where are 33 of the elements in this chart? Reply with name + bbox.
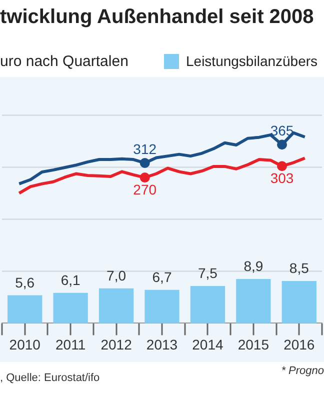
text: * Progno (281, 365, 324, 377)
data-label: 5,6 (15, 274, 35, 290)
data-label: 6,7 (152, 269, 172, 286)
chart-title: twicklung Außenhandel seit 2008 (0, 6, 314, 29)
legend-label: Leistungsbilanzübers (186, 53, 318, 69)
data-label: 303 (270, 170, 294, 186)
x-tick-label: 2014 (192, 336, 224, 352)
x-tick-label: 2010 (9, 336, 41, 352)
data-label: 6,1 (60, 272, 81, 288)
bar (236, 279, 271, 324)
chart-subtitle: uro nach Quartalen (0, 53, 128, 70)
data-label: 7,5 (198, 265, 218, 282)
x-tick-label: 2012 (100, 336, 132, 352)
bar (53, 292, 88, 324)
data-label: 270 (133, 181, 157, 198)
point (140, 172, 150, 183)
data-label: 8,9 (244, 258, 264, 274)
bar (8, 295, 42, 324)
x-tick-label: 2013 (146, 336, 178, 352)
point (277, 140, 287, 150)
bar (98, 288, 134, 324)
x-tick-label: 2015 (238, 336, 270, 352)
data-label: 312 (133, 140, 157, 157)
bar (190, 286, 226, 324)
bar (282, 281, 316, 324)
data-label: 8,5 (289, 260, 310, 276)
point (140, 158, 150, 168)
data-label: 7,0 (106, 268, 126, 284)
point (277, 161, 287, 172)
bar (144, 290, 180, 324)
x-tick-label: 2016 (284, 336, 315, 352)
x-tick-label: 2011 (56, 336, 86, 352)
text: , Quelle: Eurostat/ifo (0, 372, 100, 384)
